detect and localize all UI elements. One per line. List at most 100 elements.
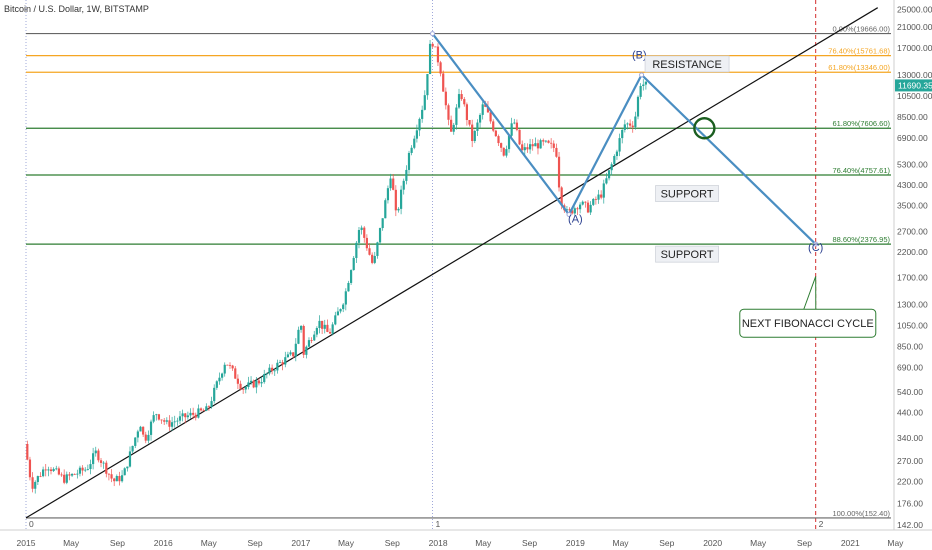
- candle-body: [555, 147, 558, 157]
- candle-body: [155, 414, 158, 416]
- candle-body: [218, 377, 221, 382]
- candle-body: [136, 431, 139, 438]
- candle-body: [500, 143, 503, 148]
- callout-bg: [739, 308, 877, 338]
- trendline: [25, 7, 879, 519]
- candle-body: [431, 43, 434, 47]
- candle-body: [44, 469, 47, 471]
- candle-body: [357, 230, 361, 243]
- candle-body: [36, 476, 39, 482]
- candle-body: [28, 459, 32, 478]
- candle-body: [539, 140, 542, 149]
- candle-body: [228, 365, 232, 366]
- x-tick-label: May: [201, 538, 218, 548]
- candle-body: [405, 169, 408, 181]
- candle-body: [629, 123, 632, 126]
- candle-body: [110, 474, 113, 479]
- candles: [26, 40, 648, 494]
- candle-body: [102, 462, 105, 464]
- candle-body: [526, 147, 529, 150]
- fib-level-label: 76.40%(15761.68): [828, 47, 890, 56]
- x-tick-label: Sep: [659, 538, 674, 548]
- candle-body: [207, 406, 211, 408]
- candle-body: [302, 325, 305, 355]
- candle-body: [415, 130, 418, 139]
- candle-body: [260, 382, 263, 384]
- candle-body: [168, 420, 171, 427]
- current-price-label: 11690.35: [898, 80, 932, 90]
- candle-body: [163, 420, 166, 422]
- candle-body: [47, 469, 50, 471]
- y-tick-label: 4300.00: [897, 180, 928, 190]
- candle-body: [605, 178, 608, 184]
- candle-body: [597, 194, 600, 200]
- candle-body: [223, 364, 226, 374]
- candle-body: [397, 208, 400, 211]
- candle-body: [49, 469, 53, 472]
- x-tick-label: 2017: [291, 538, 310, 548]
- candle-body: [442, 73, 445, 92]
- candle-body: [189, 412, 192, 416]
- annotation-label: RESISTANCE: [652, 59, 721, 71]
- candle-body: [152, 415, 155, 422]
- x-tick-label: May: [338, 538, 355, 548]
- candle-body: [210, 401, 213, 407]
- y-tick-label: 17000.00: [897, 43, 932, 53]
- candle-body: [263, 374, 266, 383]
- candle-body: [192, 412, 195, 415]
- candle-body: [318, 320, 321, 329]
- candle-body: [494, 130, 497, 137]
- candle-body: [402, 180, 405, 190]
- candle-body: [502, 147, 505, 156]
- annotation-box: SUPPORT: [655, 185, 719, 202]
- x-tick-label: May: [612, 538, 629, 548]
- candle-body: [439, 62, 442, 74]
- candle-body: [31, 477, 34, 489]
- candle-body: [602, 183, 605, 198]
- candle-body: [413, 138, 416, 148]
- candle-body: [378, 228, 382, 243]
- candle-body: [173, 421, 176, 423]
- y-tick-label: 2200.00: [897, 247, 928, 257]
- candle-body: [576, 208, 579, 210]
- y-tick-label: 142.00: [897, 520, 923, 530]
- candle-body: [373, 255, 376, 263]
- candle-body: [471, 124, 474, 142]
- x-tick-label: 2016: [154, 538, 173, 548]
- candle-body: [384, 200, 387, 219]
- candle-body: [299, 325, 303, 330]
- candle-body: [131, 445, 134, 452]
- y-tick-label: 340.00: [897, 433, 923, 443]
- candle-body: [465, 104, 469, 121]
- candle-body: [307, 340, 311, 347]
- candle-body: [421, 109, 424, 119]
- candle-body: [334, 315, 337, 325]
- y-tick-label: 440.00: [897, 407, 923, 417]
- wave-label: (A): [568, 214, 583, 226]
- candle-body: [386, 188, 390, 201]
- candle-body: [518, 129, 521, 145]
- candle-body: [118, 476, 121, 482]
- candle-body: [115, 476, 118, 482]
- current-price-tag: 11690.35: [895, 79, 932, 92]
- candle-body: [268, 367, 271, 374]
- candle-body: [265, 373, 268, 375]
- candle-body: [365, 237, 368, 249]
- candle-body: [78, 467, 82, 474]
- candle-body: [450, 119, 453, 132]
- candle-body: [194, 414, 197, 418]
- candle-body: [202, 410, 205, 412]
- candle-body: [394, 189, 397, 211]
- candle-body: [331, 324, 334, 334]
- candle-body: [476, 122, 479, 131]
- annotation-bg: [655, 185, 719, 202]
- candle-body: [578, 204, 582, 210]
- annotation-label: SUPPORT: [661, 189, 714, 201]
- x-tick-label: Sep: [385, 538, 400, 548]
- candle-body: [315, 328, 318, 335]
- y-tick-label: 176.00: [897, 499, 923, 509]
- wave-point: [566, 212, 572, 218]
- fib-level-label: 100.00%(152.40): [832, 509, 890, 518]
